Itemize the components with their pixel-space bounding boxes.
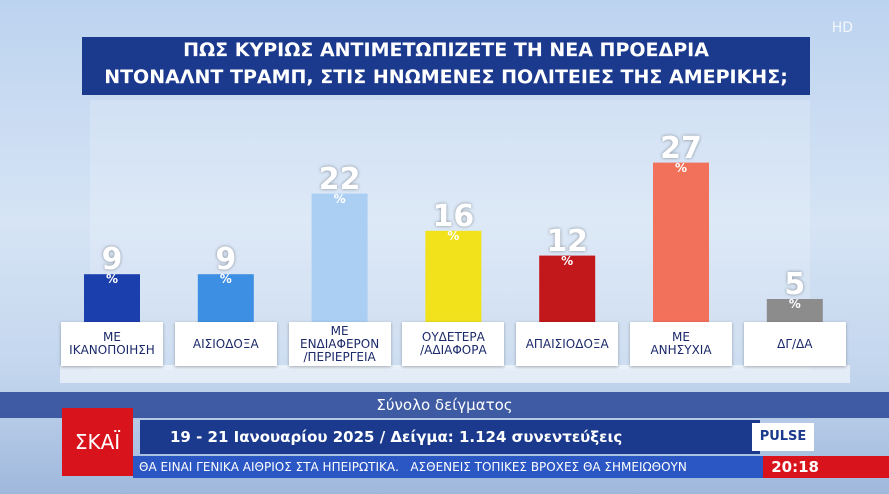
clock: 20:18	[763, 456, 889, 478]
value-unit: %	[447, 228, 460, 243]
pollster-logo: PULSE	[752, 423, 814, 451]
note: 19 - 21 Ιανουαρίου 2025 / Δείγμα: 1.124 …	[140, 420, 760, 454]
bar	[311, 193, 368, 330]
bar	[653, 162, 709, 330]
bar	[425, 230, 482, 330]
channel-logo: ΣΚΑΪ	[62, 408, 133, 476]
floor	[60, 365, 850, 383]
hd-badge: HD	[831, 20, 853, 36]
ticker: ΘΑ ΕΙΝΑΙ ΓΕΝΙΚΑ ΑΙΘΡΙΟΣ ΣΤΑ ΗΠΕΙΡΩΤΙΚΑ. …	[133, 456, 763, 478]
subtitle: Σύνολο δείγματος	[0, 392, 889, 418]
value-unit: %	[219, 272, 232, 287]
bar	[539, 255, 596, 330]
value-unit: %	[105, 272, 119, 287]
chart-title: ΠΩΣ ΚΥΡΙΩΣ ΑΝΤΙΜΕΤΩΠΙΖΕΤΕ ΤΗ ΝΕΑ ΠΡΟΕΔΡΙ…	[82, 37, 810, 95]
value-unit: %	[674, 160, 688, 175]
value-unit: %	[561, 253, 574, 268]
value-unit: %	[788, 297, 801, 311]
category-label: ΜΕ ΕΝΔΙΑΦΕΡΟΝ /ΠΕΡΙΕΡΓΕΙΑ	[288, 322, 391, 366]
value-label: 16	[432, 198, 475, 234]
category-label: ΜΕ ΑΝΗΣΥΧΙΑ	[630, 322, 732, 366]
bar	[197, 274, 254, 330]
value-unit: %	[333, 191, 346, 206]
category-label: ΟΥΔΕΤΕΡΑ /ΑΔΙΑΦΟΡΑ	[402, 322, 505, 366]
category-label: ΑΙΣΙΟΔΟΞΑ	[174, 322, 277, 366]
category-label: ΔΓ/ΔΑ	[743, 322, 846, 366]
value-label: 12	[546, 223, 589, 259]
category-label: ΑΠΑΙΣΙΟΔΟΞΑ	[516, 322, 619, 366]
bar	[84, 274, 140, 330]
value-label: 9	[101, 242, 123, 278]
category-label: ΜΕ ΙΚΑΝΟΠΟΙΗΣΗ	[61, 322, 163, 366]
value-label: 22	[318, 161, 361, 197]
value-label: 27	[660, 130, 702, 166]
value-label: 9	[215, 242, 237, 278]
value-label: 5	[784, 267, 806, 302]
